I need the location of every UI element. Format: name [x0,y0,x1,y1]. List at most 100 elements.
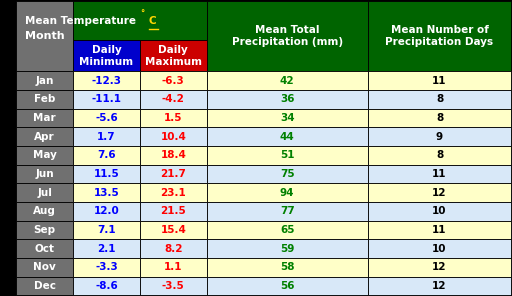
Bar [140,202,207,221]
Bar [16,202,73,221]
Text: Mean Total
Precipitation (mm): Mean Total Precipitation (mm) [231,25,343,47]
Text: -4.2: -4.2 [162,94,185,104]
Bar [140,90,207,109]
Bar [140,239,207,258]
Bar [16,183,73,202]
Text: -3.5: -3.5 [162,281,185,291]
Text: 13.5: 13.5 [94,188,119,198]
Bar [207,165,368,183]
Text: -12.3: -12.3 [92,76,121,86]
Text: 8: 8 [436,113,443,123]
Text: 1.5: 1.5 [164,113,183,123]
Bar [207,90,368,109]
Bar [368,109,511,127]
Bar [16,109,73,127]
Text: 59: 59 [280,244,294,254]
Text: 75: 75 [280,169,294,179]
Text: Mean Number of
Precipitation Days: Mean Number of Precipitation Days [386,25,494,47]
Text: 1.1: 1.1 [164,262,183,272]
Bar [73,90,140,109]
Bar [207,183,368,202]
Text: 36: 36 [280,94,294,104]
Text: Mean Temperature: Mean Temperature [25,16,140,25]
Text: 23.1: 23.1 [160,188,186,198]
Bar [207,202,368,221]
Bar [368,221,511,239]
Text: 12: 12 [432,262,447,272]
Text: Mar: Mar [33,113,56,123]
Text: 11: 11 [432,169,447,179]
Text: 8: 8 [436,150,443,160]
Bar [140,165,207,183]
Bar [16,277,73,295]
Text: 12: 12 [432,281,447,291]
Bar [16,71,73,90]
Text: -11.1: -11.1 [92,94,121,104]
Bar [16,221,73,239]
Bar [207,277,368,295]
Text: 10: 10 [432,206,447,216]
Text: 12.0: 12.0 [94,206,119,216]
Text: May: May [33,150,56,160]
Bar [207,1,368,71]
Text: Oct: Oct [35,244,55,254]
Bar [73,41,140,71]
Text: 9: 9 [436,132,443,142]
Text: 7.6: 7.6 [97,150,116,160]
Bar [140,258,207,277]
Text: 65: 65 [280,225,294,235]
Text: 10: 10 [432,244,447,254]
Bar [140,41,207,71]
Bar [368,1,511,71]
Bar [207,221,368,239]
Text: °: ° [140,9,144,19]
Bar [140,221,207,239]
Bar [140,183,207,202]
Text: 2.1: 2.1 [97,244,116,254]
Bar [73,1,207,41]
Text: 51: 51 [280,150,294,160]
Bar [73,71,140,90]
Bar [368,127,511,146]
Bar [16,146,73,165]
Bar [368,146,511,165]
Text: Sep: Sep [33,225,56,235]
Text: Feb: Feb [34,94,55,104]
Bar [140,71,207,90]
Text: Jun: Jun [35,169,54,179]
Bar [140,109,207,127]
Bar [73,146,140,165]
Text: 77: 77 [280,206,294,216]
Bar [368,165,511,183]
Bar [16,127,73,146]
Text: Aug: Aug [33,206,56,216]
Bar [16,258,73,277]
Bar [207,239,368,258]
Text: 8.2: 8.2 [164,244,183,254]
Bar [368,277,511,295]
Bar [73,165,140,183]
Bar [16,1,73,71]
Text: -3.3: -3.3 [95,262,118,272]
Text: 12: 12 [432,188,447,198]
Bar [207,258,368,277]
Bar [207,71,368,90]
Text: Month: Month [25,31,65,41]
Bar [368,90,511,109]
Bar [73,202,140,221]
Text: Daily
Minimum: Daily Minimum [79,45,134,67]
Text: 11.5: 11.5 [94,169,119,179]
Bar [73,277,140,295]
Text: 44: 44 [280,132,294,142]
Text: 94: 94 [280,188,294,198]
Text: 10.4: 10.4 [160,132,186,142]
Text: Nov: Nov [33,262,56,272]
Text: C: C [149,16,157,25]
Text: 8: 8 [436,94,443,104]
Bar [140,146,207,165]
Text: 15.4: 15.4 [160,225,186,235]
Text: Daily
Maximum: Daily Maximum [145,45,202,67]
Text: 11: 11 [432,76,447,86]
Bar [73,239,140,258]
Bar [207,109,368,127]
